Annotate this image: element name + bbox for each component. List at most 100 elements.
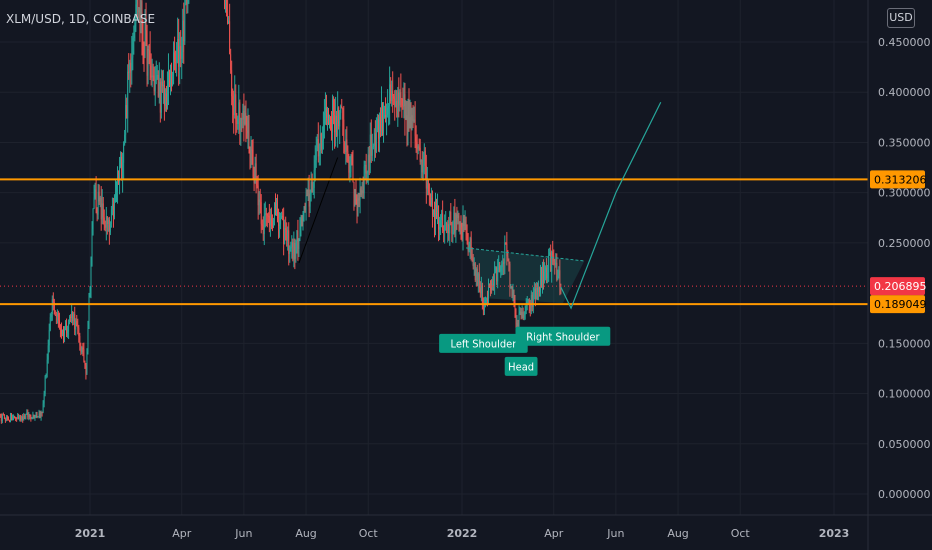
candle-body	[172, 84, 174, 86]
candle-body	[187, 0, 189, 5]
candle-body	[484, 299, 486, 305]
candle-body	[55, 315, 57, 317]
currency-button[interactable]: USD	[887, 8, 915, 28]
candle-body	[375, 129, 377, 152]
candle-body	[42, 403, 44, 413]
candle-body	[174, 52, 176, 63]
candle-body	[442, 213, 444, 230]
price-badge: 0.313206	[870, 170, 927, 189]
candle-body	[176, 51, 178, 63]
candle-body	[347, 151, 349, 162]
candle-body	[311, 182, 313, 193]
candle-body	[346, 139, 348, 152]
candle-body	[427, 180, 429, 193]
candle-body	[257, 185, 259, 206]
candle-body	[164, 93, 166, 106]
candle-body	[100, 197, 102, 220]
candle-body	[504, 242, 506, 264]
candle-body	[495, 267, 497, 272]
candle-body	[496, 267, 498, 282]
candle-body	[49, 317, 51, 331]
candle-body	[294, 242, 296, 259]
candle-body	[312, 187, 314, 193]
candle-body	[125, 105, 127, 135]
candle-body	[527, 299, 529, 302]
candle-body	[72, 312, 74, 321]
candle-body	[51, 299, 53, 315]
candle-body	[462, 218, 464, 240]
x-tick-label: Oct	[731, 527, 751, 540]
candle-body	[92, 208, 94, 230]
candle-body	[381, 102, 382, 132]
candle-body	[493, 283, 495, 286]
candle-body	[109, 223, 111, 233]
candle-body	[391, 90, 393, 101]
candle-body	[515, 315, 517, 325]
x-tick-label: 2021	[75, 527, 106, 540]
candle-body	[305, 195, 307, 210]
candle-body	[482, 304, 484, 311]
x-tick-label: Apr	[172, 527, 192, 540]
candle-body	[48, 330, 50, 346]
candle-body	[277, 203, 278, 222]
candle-body	[139, 7, 141, 23]
candle-body	[114, 195, 115, 218]
price-badge-box	[870, 295, 925, 314]
candle-body	[168, 72, 169, 91]
candle-body	[328, 109, 329, 120]
pattern-label: Head	[504, 356, 538, 376]
candle-body	[524, 310, 526, 315]
candle-body	[106, 216, 108, 224]
candle-body	[65, 323, 66, 331]
candle-body	[510, 286, 512, 289]
candle-body	[303, 206, 305, 221]
candle-body	[171, 71, 172, 86]
candle-body	[419, 147, 421, 162]
candle-body	[520, 311, 522, 316]
candle-body	[290, 246, 292, 249]
candle-body	[502, 262, 504, 265]
candle-body	[331, 118, 332, 133]
candle-body	[488, 286, 489, 301]
candle-body	[406, 115, 408, 135]
candle-body	[101, 203, 103, 220]
candle-body	[247, 120, 249, 134]
candle-body	[261, 223, 263, 226]
candle-body	[79, 336, 81, 346]
candle-body	[422, 165, 424, 173]
candle-body	[435, 206, 436, 225]
candle-body	[250, 149, 252, 155]
candle-body	[150, 65, 152, 78]
candle-body	[477, 273, 479, 286]
candle-body	[108, 219, 110, 233]
candle-body	[556, 262, 558, 280]
candle-body	[229, 21, 231, 55]
candle-body	[448, 224, 450, 234]
candle-body	[334, 114, 336, 133]
price-badge-box	[870, 170, 925, 189]
candle-body	[122, 162, 124, 180]
candle-body	[47, 345, 49, 360]
candle-body	[30, 415, 32, 419]
candle-body	[343, 119, 345, 142]
candle-body	[256, 180, 258, 186]
candle-body	[289, 248, 291, 255]
candle-body	[366, 172, 368, 174]
candle-body	[260, 202, 262, 224]
candle-body	[136, 0, 138, 5]
candle-body	[97, 191, 99, 215]
candle-body	[259, 199, 261, 203]
candle-body	[464, 220, 466, 226]
candle-body	[316, 139, 318, 148]
candle-body	[138, 7, 140, 13]
candle-body	[439, 227, 441, 230]
candle-body	[158, 82, 160, 97]
candle-body	[551, 251, 553, 272]
candle-body	[35, 415, 37, 418]
candle-body	[115, 192, 116, 196]
candle-body	[181, 52, 183, 59]
candle-body	[404, 94, 406, 120]
candle-body	[41, 411, 43, 413]
candle-body	[449, 211, 451, 234]
